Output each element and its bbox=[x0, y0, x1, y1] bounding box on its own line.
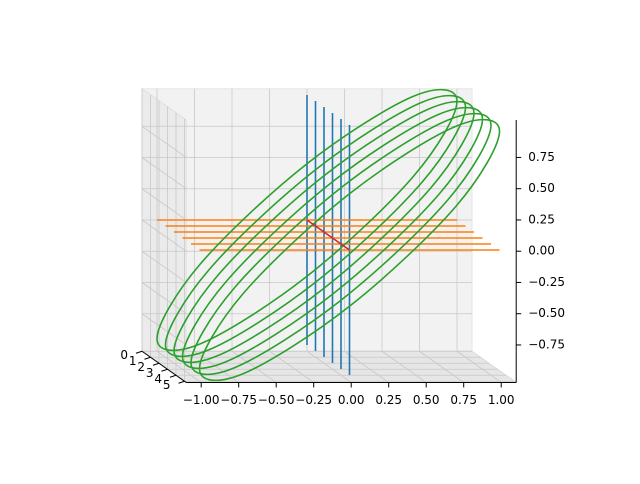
y-tick bbox=[144, 356, 151, 360]
line bbox=[198, 118, 501, 382]
y-tick bbox=[161, 368, 168, 372]
x-tick-label: −0.75 bbox=[220, 393, 257, 407]
y-tick-label: 2 bbox=[137, 360, 145, 374]
y-tick bbox=[135, 350, 143, 354]
x-tick-label: 0.25 bbox=[375, 393, 402, 407]
z-tick-label: 0.50 bbox=[528, 181, 555, 195]
z-tick-label: −0.25 bbox=[528, 275, 565, 289]
y-tick-label: 5 bbox=[163, 378, 171, 392]
grid-line bbox=[381, 350, 427, 383]
grid-line bbox=[306, 350, 352, 383]
line bbox=[173, 100, 475, 364]
grid-line bbox=[141, 250, 187, 283]
y-tick bbox=[152, 362, 160, 366]
grid-line bbox=[231, 350, 277, 383]
grid-line bbox=[141, 188, 187, 221]
grid-line bbox=[156, 350, 202, 383]
grid-line bbox=[141, 313, 187, 346]
z-tick-label: 0.25 bbox=[528, 212, 555, 226]
y-tick-label: 0 bbox=[120, 348, 128, 362]
x-tick-label: −1.00 bbox=[183, 393, 220, 407]
z-tick-label: 0.00 bbox=[528, 244, 555, 258]
x-tick-label: −0.50 bbox=[258, 393, 295, 407]
grid-line bbox=[344, 350, 389, 383]
grid-line bbox=[141, 282, 187, 315]
x-tick-label: 1.00 bbox=[488, 393, 515, 407]
x-tick-label: 0.75 bbox=[450, 393, 477, 407]
line bbox=[306, 219, 350, 251]
grid-line bbox=[141, 125, 187, 158]
grid-line bbox=[141, 219, 187, 252]
line bbox=[190, 112, 492, 376]
grid-line bbox=[419, 350, 464, 383]
line bbox=[156, 88, 458, 352]
grid-line bbox=[456, 350, 502, 383]
y-tick bbox=[169, 374, 177, 378]
z-tick-label: −0.75 bbox=[528, 337, 565, 351]
x-tick-label: 0.50 bbox=[413, 393, 440, 407]
y-axis bbox=[141, 350, 187, 383]
y-tick-label: 1 bbox=[129, 354, 137, 368]
y-tick bbox=[178, 380, 185, 384]
y-tick-label: 4 bbox=[154, 372, 162, 386]
line bbox=[181, 106, 484, 370]
z-tick-label: 0.75 bbox=[528, 150, 555, 164]
line bbox=[164, 94, 467, 358]
grid-line bbox=[141, 157, 187, 190]
x-tick-label: 0.00 bbox=[338, 393, 365, 407]
z-tick-label: −0.50 bbox=[528, 306, 565, 320]
x-tick-label: −0.25 bbox=[295, 393, 332, 407]
y-tick-label: 3 bbox=[146, 366, 154, 380]
